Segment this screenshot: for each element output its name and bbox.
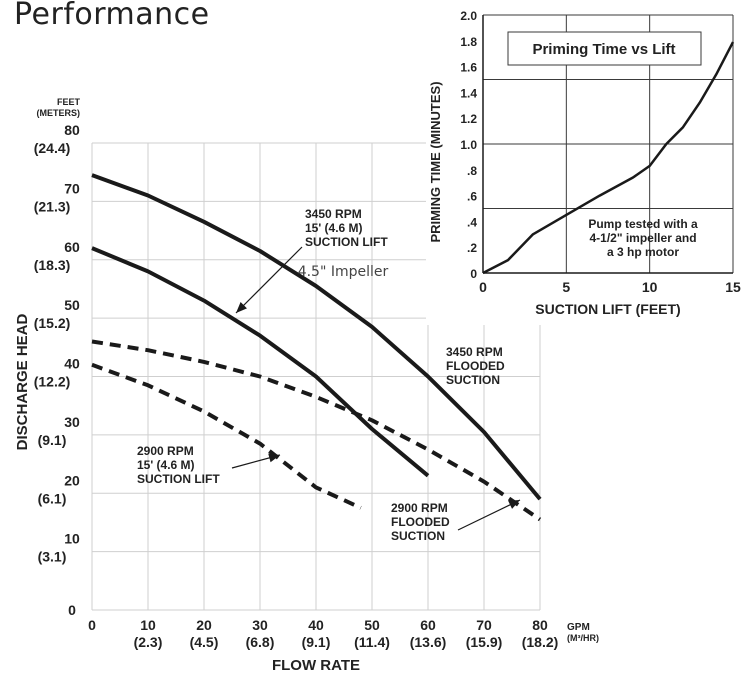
inset-note-line: Pump tested with a — [588, 217, 698, 231]
y-axis-title: DISCHARGE HEAD — [14, 313, 31, 450]
inset-y-tick-label: 0 — [470, 267, 477, 281]
x-tick-label: 10 — [140, 617, 156, 633]
y-tick-metric-label: (3.1) — [38, 549, 67, 565]
y-tick-label: 10 — [64, 531, 80, 547]
y-tick-label: 40 — [64, 356, 80, 372]
inset-y-axis-title: PRIMING TIME (MINUTES) — [428, 81, 443, 242]
x-tick-metric-label: (4.5) — [190, 634, 219, 650]
x-tick-metric-label: (6.8) — [246, 634, 275, 650]
inset-x-tick-label: 5 — [562, 279, 570, 295]
inset-y-tick-label: 1.2 — [460, 112, 477, 126]
y-tick-metric-label: (6.1) — [38, 490, 67, 506]
inset-y-tick-label: 1.6 — [460, 61, 477, 75]
x-tick-label: 50 — [364, 617, 380, 633]
x-tick-label: 30 — [252, 617, 268, 633]
annotation-arrow-3450-lift-head — [236, 302, 247, 313]
x-tick-metric-label: (9.1) — [302, 634, 331, 650]
y-tick-metric-label: (15.2) — [34, 315, 71, 331]
y-tick-metric-label: (18.3) — [34, 257, 71, 273]
x-tick-metric-label: (15.9) — [466, 634, 503, 650]
x-tick-metric-label: (2.3) — [134, 634, 163, 650]
annotation-2900-suction-lift: 2900 RPM — [137, 444, 194, 458]
y-tick-label: 80 — [64, 122, 80, 138]
inset-y-tick-label: .8 — [467, 164, 477, 178]
inset-y-tick-label: .4 — [467, 215, 477, 229]
inset-x-tick-label: 10 — [642, 279, 658, 295]
x-tick-label: 80 — [532, 617, 548, 633]
y-tick-label: 50 — [64, 297, 80, 313]
x-tick-label: 60 — [420, 617, 436, 633]
x-tick-metric-label: (18.2) — [522, 634, 559, 650]
y-tick-label: 30 — [64, 414, 80, 430]
series-line-3 — [91, 339, 542, 522]
inset-x-tick-label: 0 — [479, 279, 487, 295]
x-tick-label: 40 — [308, 617, 324, 633]
y-tick-metric-label: (12.2) — [34, 374, 71, 390]
annotation-3450-suction-lift: 15' (4.6 M) — [305, 221, 363, 235]
annotation-arrow-2900-flooded — [457, 499, 521, 531]
series-line-4 — [91, 362, 362, 510]
x-tick-metric-label: (13.6) — [410, 634, 447, 650]
x-tick-metric-label: (11.4) — [354, 634, 390, 650]
series-line-2 — [91, 246, 430, 478]
annotation-3450-suction-lift: 3450 RPM — [305, 207, 362, 221]
inset-series-line — [482, 41, 735, 275]
y-tick-label: 0 — [68, 602, 76, 618]
y-unit-label: FEET — [57, 97, 81, 107]
annotation-2900-flooded-suction: SUCTION — [391, 529, 445, 543]
y-tick-metric-label: (21.3) — [34, 198, 71, 214]
annotation-3450-flooded-suction: FLOODED — [446, 359, 505, 373]
inset-x-axis-title: SUCTION LIFT (FEET) — [535, 301, 680, 317]
annotation-arrow-3450-lift — [235, 246, 303, 314]
x-tick-label: 0 — [88, 617, 96, 633]
y-tick-label: 20 — [64, 472, 80, 488]
page-title: Performance — [14, 0, 210, 32]
x-tick-label: 70 — [476, 617, 492, 633]
y-tick-metric-label: (9.1) — [38, 432, 67, 448]
inset-note-line: a 3 hp motor — [607, 245, 679, 259]
x-unit-metric-label: (M³/HR) — [567, 633, 599, 643]
annotation-2900-suction-lift: SUCTION LIFT — [137, 472, 220, 486]
x-axis-title: FLOW RATE — [272, 657, 360, 674]
y-unit-metric-label: (METERS) — [37, 108, 81, 118]
annotation-2900-flooded-suction: FLOODED — [391, 515, 450, 529]
annotation-arrow-2900-lift-head — [268, 453, 280, 463]
inset-title: Priming Time vs Lift — [532, 41, 675, 58]
inset-y-tick-label: .2 — [467, 241, 477, 255]
inset-y-tick-label: 1.4 — [460, 86, 477, 100]
y-tick-label: 70 — [64, 180, 80, 196]
y-tick-label: 60 — [64, 239, 80, 255]
annotation-arrow-2900-flooded-head — [508, 500, 520, 509]
priming-time-chart: 4.5" Impeller Priming Time vs Lift 0 .2 .4 .6… — [298, 0, 754, 325]
inset-y-tick-label: .6 — [467, 190, 477, 204]
y-tick-metric-label: (24.4) — [34, 140, 71, 156]
annotation-2900-flooded-suction: 2900 RPM — [391, 501, 448, 515]
annotation-3450-flooded-suction: 3450 RPM — [446, 345, 503, 359]
impeller-label: 4.5" Impeller — [298, 264, 389, 280]
series-line-1 — [91, 173, 542, 501]
annotation-3450-suction-lift: SUCTION LIFT — [305, 235, 388, 249]
inset-y-tick-label: 1.8 — [460, 35, 477, 49]
inset-note-line: 4-1/2" impeller and — [589, 231, 696, 245]
annotation-3450-flooded-suction: SUCTION — [446, 373, 500, 387]
inset-y-tick-label: 2.0 — [460, 9, 477, 23]
inset-y-tick-label: 1.0 — [460, 138, 477, 152]
x-tick-label: 20 — [196, 617, 212, 633]
annotation-2900-suction-lift: 15' (4.6 M) — [137, 458, 195, 472]
x-unit-label: GPM — [567, 622, 590, 633]
inset-x-tick-label: 15 — [725, 279, 741, 295]
inset-title-box — [507, 31, 702, 66]
